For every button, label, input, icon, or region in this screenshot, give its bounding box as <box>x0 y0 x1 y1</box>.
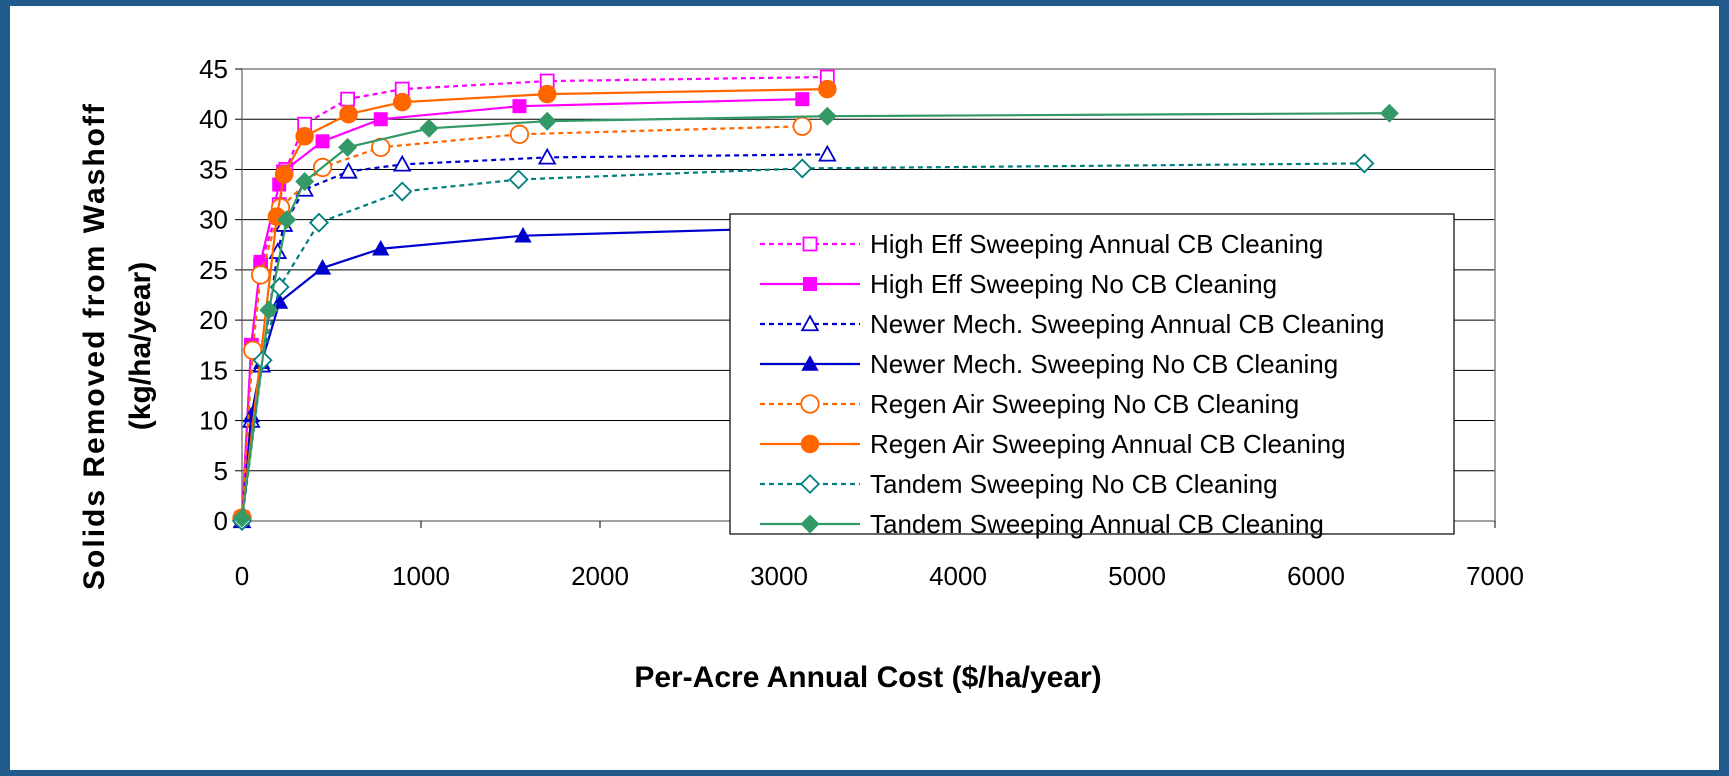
data-point <box>818 144 837 162</box>
legend-box <box>729 213 1455 535</box>
legend-item: Newer Mech. Sweeping Annual CB Cleaning <box>760 309 1385 339</box>
series-line <box>240 75 828 519</box>
x-tick-labels: 0 1000 2000 3000 4000 5000 6000 7000 <box>235 521 1524 591</box>
y-tick-label: 45 <box>199 54 228 84</box>
data-point <box>295 172 315 191</box>
x-tick-label: 4000 <box>929 561 987 591</box>
data-point <box>537 147 557 165</box>
data-point <box>392 154 412 172</box>
x-tick-label: 0 <box>235 561 249 591</box>
y-tick-labels: 0 5 10 15 20 25 30 35 40 45 <box>199 54 242 536</box>
legend-item: High Eff Sweeping No CB Cleaning <box>760 269 1277 299</box>
data-point <box>313 259 332 275</box>
y-tick-label: 5 <box>214 456 228 486</box>
data-point <box>509 124 530 144</box>
legend-marker <box>802 236 818 252</box>
data-point <box>372 239 390 256</box>
x-axis-title: Per-Acre Annual Cost ($/ha/year) <box>634 661 1101 694</box>
data-point <box>339 104 358 124</box>
data-point <box>295 127 314 146</box>
legend-item: Tandem Sweeping Annual CB Cleaning <box>760 509 1324 539</box>
legend-marker <box>800 314 820 332</box>
line-chart: 0 5 10 15 20 25 30 35 40 45 0 1000 2000 3000 4000 5000… <box>78 54 1524 694</box>
data-point <box>817 106 837 126</box>
data-point <box>512 99 527 114</box>
legend-item: High Eff Sweeping Annual CB Cleaning <box>760 229 1323 259</box>
legend-label: Regen Air Sweeping No CB Cleaning <box>870 389 1299 419</box>
y-tick-label: 40 <box>199 104 228 134</box>
series-2 <box>235 92 810 525</box>
y-tick-label: 30 <box>199 205 228 235</box>
data-point <box>232 508 252 528</box>
x-tick-label: 3000 <box>750 561 808 591</box>
legend-marker <box>801 355 819 371</box>
legend-marker <box>800 434 820 454</box>
data-point <box>338 137 358 157</box>
series-4 <box>233 218 811 528</box>
data-point <box>250 265 271 285</box>
data-point <box>392 181 413 202</box>
data-point <box>274 165 294 184</box>
legend-marker <box>803 277 817 291</box>
y-tick-label: 15 <box>199 355 228 385</box>
data-point <box>792 158 813 179</box>
series-group <box>231 69 1399 532</box>
legend-label: Tandem Sweeping No CB Cleaning <box>870 469 1278 499</box>
legend-label: Newer Mech. Sweeping Annual CB Cleaning <box>870 309 1385 339</box>
series-line <box>240 162 1365 522</box>
data-point <box>792 116 812 136</box>
legend-label: Newer Mech. Sweeping No CB Cleaning <box>870 349 1338 379</box>
data-point <box>259 300 279 320</box>
x-tick-label: 2000 <box>571 561 629 591</box>
data-point <box>818 79 837 99</box>
legend-marker <box>800 514 820 534</box>
x-tick-label: 1000 <box>392 561 450 591</box>
x-tick-label: 7000 <box>1466 561 1524 591</box>
chart-panel: 0 5 10 15 20 25 30 35 40 45 0 1000 2000 3000 4000 5000… <box>10 6 1719 770</box>
data-point <box>1379 103 1399 123</box>
data-point <box>340 91 356 107</box>
data-point <box>795 92 810 107</box>
legend-label: High Eff Sweeping No CB Cleaning <box>870 269 1277 299</box>
y-axis-title-line1: Solids Removed from Washoff <box>78 102 111 590</box>
legend-label: Tandem Sweeping Annual CB Cleaning <box>870 509 1324 539</box>
data-point <box>1354 153 1375 174</box>
legend-label: Regen Air Sweeping Annual CB Cleaning <box>870 429 1346 459</box>
series-8 <box>232 103 1399 528</box>
x-tick-label: 5000 <box>1108 561 1166 591</box>
data-point <box>339 161 358 179</box>
legend-item: Regen Air Sweeping No CB Cleaning <box>760 389 1299 419</box>
y-tick-label: 10 <box>199 406 228 436</box>
legend-marker <box>799 473 821 495</box>
legend: High Eff Sweeping Annual CB Cleaning High… <box>729 213 1455 539</box>
y-tick-label: 0 <box>214 506 228 536</box>
y-tick-label: 20 <box>199 305 228 335</box>
y-tick-label: 35 <box>199 154 228 184</box>
y-tick-label: 25 <box>199 255 228 285</box>
legend-item: Tandem Sweeping No CB Cleaning <box>760 469 1278 499</box>
data-point <box>514 226 532 243</box>
data-point <box>537 84 557 104</box>
data-point <box>315 134 330 149</box>
series-line <box>240 226 803 522</box>
y-axis-title-line2: (kg/ha/year) <box>124 262 157 430</box>
data-point <box>419 118 439 138</box>
data-point <box>373 112 388 127</box>
y-axis-title-group: Solids Removed from Washoff (kg/ha/year) <box>78 102 157 590</box>
legend-item: Regen Air Sweeping Annual CB Cleaning <box>760 429 1346 459</box>
data-point <box>392 92 412 112</box>
data-point <box>308 212 330 233</box>
legend-marker <box>800 394 820 414</box>
data-point <box>508 169 529 190</box>
legend-item: Newer Mech. Sweeping No CB Cleaning <box>760 349 1338 379</box>
legend-label: High Eff Sweeping Annual CB Cleaning <box>870 229 1323 259</box>
x-tick-label: 6000 <box>1287 561 1345 591</box>
data-point <box>277 210 297 230</box>
data-point <box>537 111 557 131</box>
